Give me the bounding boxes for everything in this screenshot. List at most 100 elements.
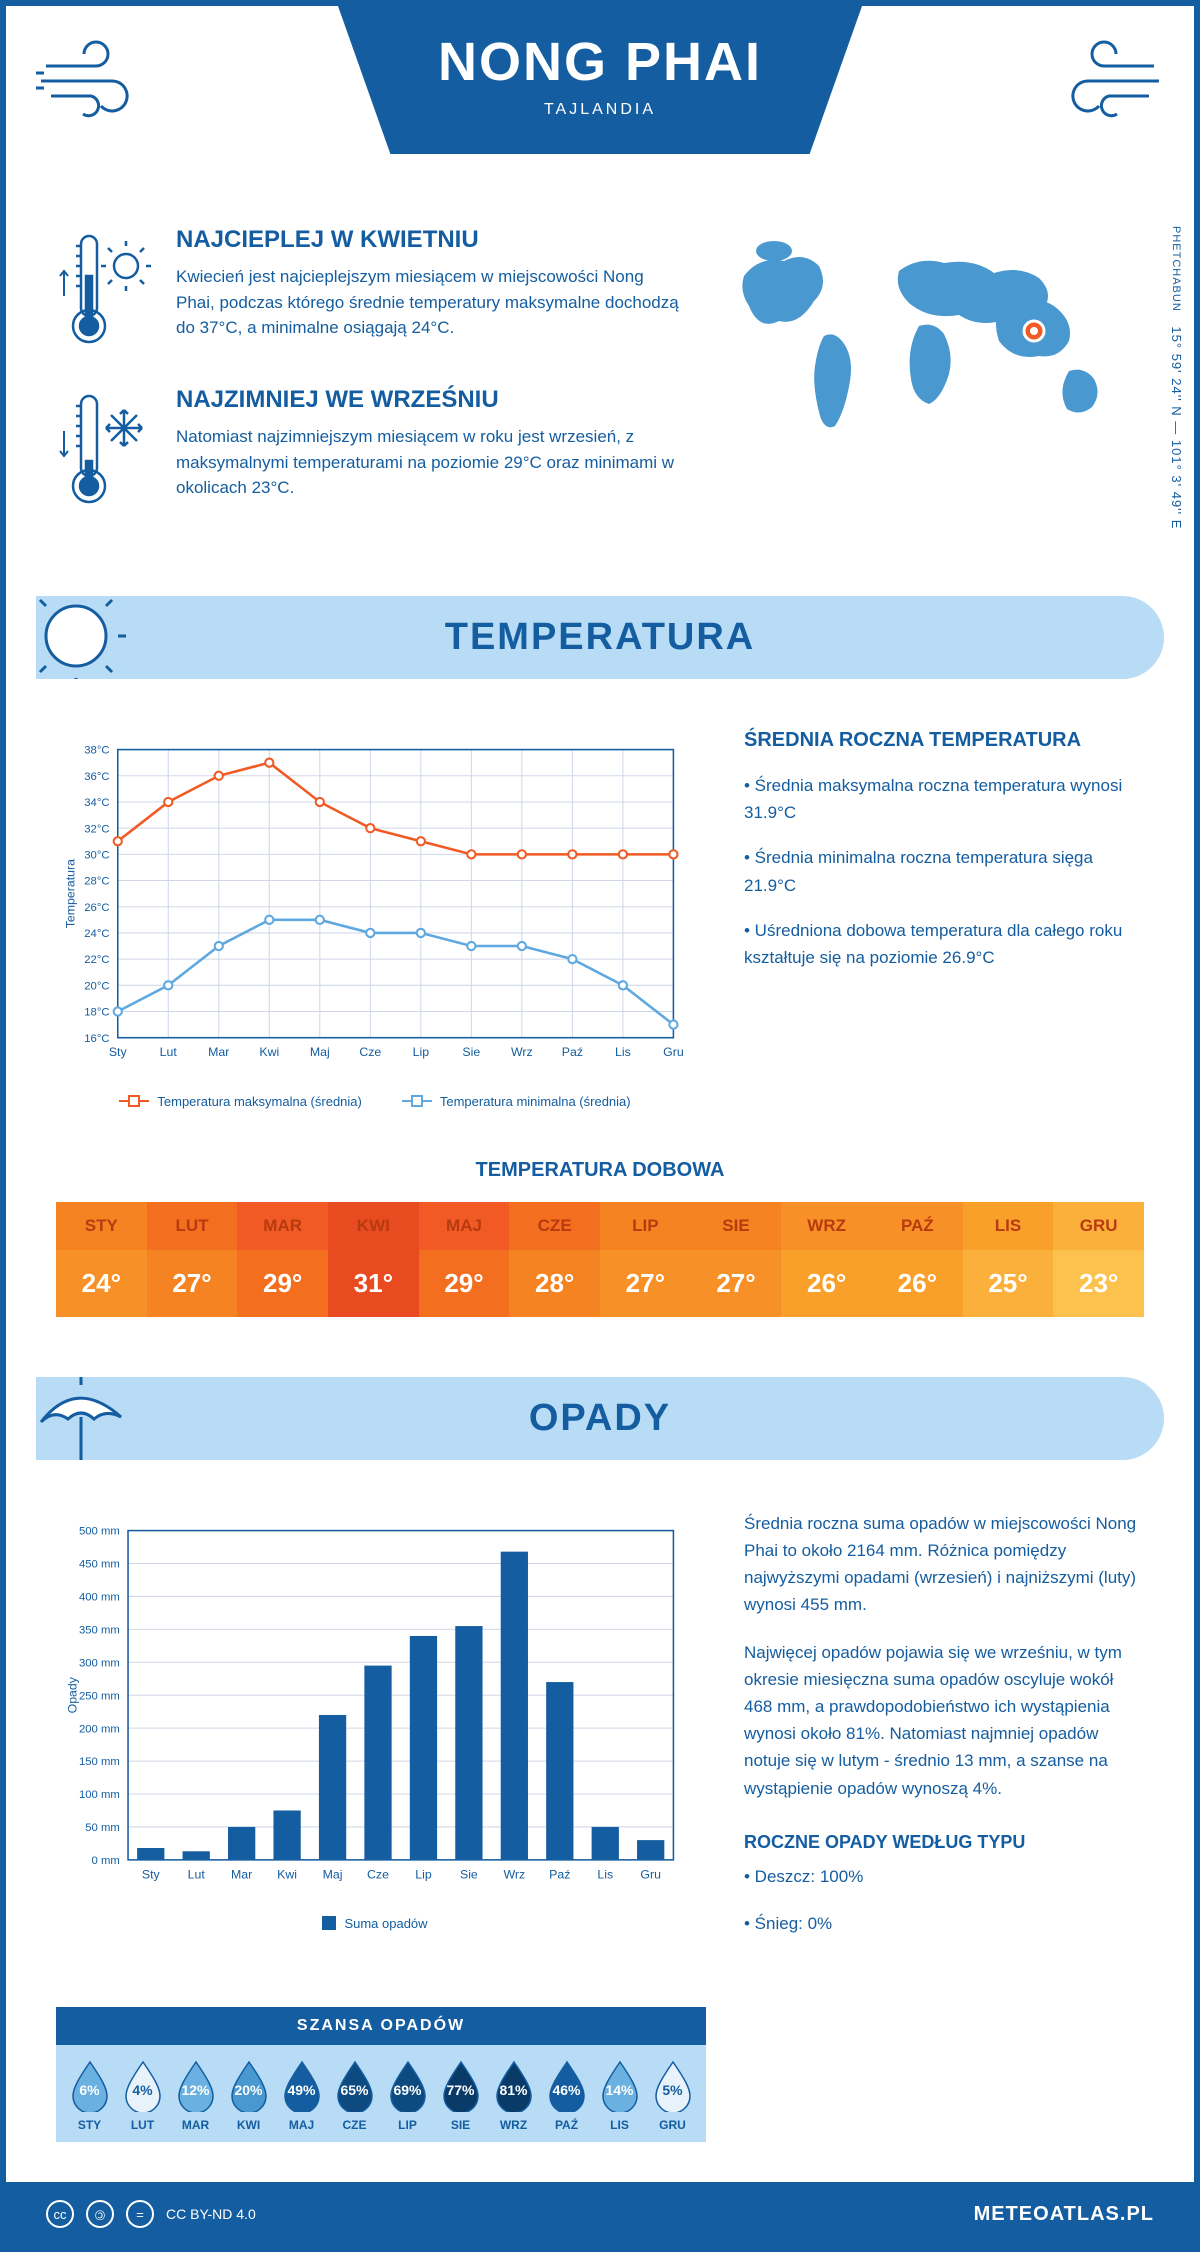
temp-value: 28°: [509, 1250, 600, 1317]
svg-text:300 mm: 300 mm: [79, 1657, 120, 1669]
svg-text:38°C: 38°C: [84, 745, 109, 757]
umbrella-icon: [36, 1377, 146, 1460]
daily-temperature-table: TEMPERATURA DOBOWA STYLUTMARKWIMAJCZELIP…: [6, 1149, 1194, 1367]
cc-icon: cc: [46, 2200, 74, 2228]
title-banner: NONG PHAI TAJLANDIA: [338, 6, 862, 154]
thermometer-cold-icon: [56, 386, 156, 516]
svg-text:Mar: Mar: [208, 1045, 229, 1059]
wind-icon: [36, 36, 156, 126]
svg-text:Opady: Opady: [66, 1676, 80, 1713]
temp-value: 27°: [600, 1250, 691, 1317]
page-title: NONG PHAI: [438, 31, 762, 93]
svg-text:500 mm: 500 mm: [79, 1526, 120, 1538]
svg-text:Maj: Maj: [310, 1045, 330, 1059]
chance-cell: 5% GRU: [647, 2060, 698, 2132]
stat-item: • Średnia minimalna roczna temperatura s…: [744, 844, 1144, 898]
chance-cell: 77% SIE: [435, 2060, 486, 2132]
svg-text:100 mm: 100 mm: [79, 1789, 120, 1801]
month-header: LIS: [963, 1202, 1054, 1250]
month-header: WRZ: [781, 1202, 872, 1250]
svg-text:Lut: Lut: [188, 1867, 206, 1881]
temp-value: 29°: [237, 1250, 328, 1317]
chance-cell: 49% MAJ: [276, 2060, 327, 2132]
wind-icon: [1044, 36, 1164, 126]
svg-text:50 mm: 50 mm: [85, 1822, 120, 1834]
svg-text:Gru: Gru: [640, 1867, 661, 1881]
page-subtitle: TAJLANDIA: [438, 101, 762, 119]
svg-text:18°C: 18°C: [84, 1007, 109, 1019]
svg-text:Lut: Lut: [160, 1045, 178, 1059]
svg-text:Sie: Sie: [462, 1045, 480, 1059]
precip-text: Średnia roczna suma opadów w miejscowośc…: [744, 1510, 1144, 1619]
warmest-text: Kwiecień jest najcieplejszym miesiącem w…: [176, 264, 684, 341]
header: NONG PHAI TAJLANDIA: [6, 6, 1194, 206]
svg-text:16°C: 16°C: [84, 1033, 109, 1045]
month-header: GRU: [1053, 1202, 1144, 1250]
by-type-item: • Śnieg: 0%: [744, 1910, 1144, 1937]
svg-text:Gru: Gru: [663, 1045, 684, 1059]
footer: cc 🄯 = CC BY-ND 4.0 METEOATLAS.PL: [6, 2182, 1194, 2246]
temperature-section-header: TEMPERATURA: [36, 596, 1164, 679]
svg-text:Lis: Lis: [615, 1045, 631, 1059]
svg-text:Wrz: Wrz: [504, 1867, 526, 1881]
coldest-text: Natomiast najzimniejszym miesiącem w rok…: [176, 424, 684, 501]
precip-text: Najwięcej opadów pojawia się we wrześniu…: [744, 1639, 1144, 1802]
precipitation-info: Średnia roczna suma opadów w miejscowośc…: [744, 1510, 1144, 1957]
chance-title: SZANSA OPADÓW: [56, 2007, 706, 2045]
month-header: CZE: [509, 1202, 600, 1250]
temp-value: 29°: [419, 1250, 510, 1317]
coldest-block: NAJZIMNIEJ WE WRZEŚNIU Natomiast najzimn…: [56, 386, 684, 516]
daily-title: TEMPERATURA DOBOWA: [56, 1159, 1144, 1182]
temp-value: 26°: [872, 1250, 963, 1317]
svg-text:400 mm: 400 mm: [79, 1591, 120, 1603]
svg-text:Wrz: Wrz: [511, 1045, 533, 1059]
world-map: PHETCHABUN 15° 59' 24'' N — 101° 3' 49''…: [724, 226, 1144, 546]
svg-text:150 mm: 150 mm: [79, 1756, 120, 1768]
svg-text:Kwi: Kwi: [259, 1045, 279, 1059]
temperature-line-chart: 16°C18°C20°C22°C24°C26°C28°C30°C32°C34°C…: [56, 729, 694, 1109]
svg-text:Lip: Lip: [413, 1045, 430, 1059]
temp-value: 24°: [56, 1250, 147, 1317]
chance-cell: 20% KWI: [223, 2060, 274, 2132]
month-header: LUT: [147, 1202, 238, 1250]
svg-text:Sie: Sie: [460, 1867, 478, 1881]
svg-text:Lis: Lis: [597, 1867, 613, 1881]
precipitation-section-header: OPADY: [36, 1377, 1164, 1460]
coordinates: PHETCHABUN 15° 59' 24'' N — 101° 3' 49''…: [1169, 226, 1184, 529]
stats-title: ŚREDNIA ROCZNA TEMPERATURA: [744, 729, 1144, 752]
stat-item: • Uśredniona dobowa temperatura dla całe…: [744, 917, 1144, 971]
nd-icon: =: [126, 2200, 154, 2228]
site-name: METEOATLAS.PL: [974, 2203, 1154, 2226]
chance-cell: 46% PAŹ: [541, 2060, 592, 2132]
chance-cell: 81% WRZ: [488, 2060, 539, 2132]
svg-text:Lip: Lip: [415, 1867, 432, 1881]
svg-text:Temperatura: Temperatura: [64, 859, 78, 928]
svg-text:30°C: 30°C: [84, 849, 109, 861]
svg-text:0 mm: 0 mm: [92, 1855, 120, 1867]
precipitation-title: OPADY: [529, 1397, 671, 1440]
warmest-title: NAJCIEPLEJ W KWIETNIU: [176, 226, 684, 254]
svg-text:Paź: Paź: [562, 1045, 583, 1059]
svg-text:Cze: Cze: [367, 1867, 389, 1881]
chance-cell: 14% LIS: [594, 2060, 645, 2132]
thermometer-hot-icon: [56, 226, 156, 356]
license-text: CC BY-ND 4.0: [166, 2206, 256, 2222]
svg-text:20°C: 20°C: [84, 980, 109, 992]
month-header: MAJ: [419, 1202, 510, 1250]
svg-text:28°C: 28°C: [84, 876, 109, 888]
temp-value: 23°: [1053, 1250, 1144, 1317]
svg-text:26°C: 26°C: [84, 902, 109, 914]
chance-cell: 6% STY: [64, 2060, 115, 2132]
legend-max: Temperatura maksymalna (średnia): [119, 1094, 361, 1109]
month-header: KWI: [328, 1202, 419, 1250]
stat-item: • Średnia maksymalna roczna temperatura …: [744, 772, 1144, 826]
by-type-item: • Deszcz: 100%: [744, 1863, 1144, 1890]
chance-cell: 69% LIP: [382, 2060, 433, 2132]
page-container: NONG PHAI TAJLANDIA: [0, 0, 1200, 2252]
temp-value: 25°: [963, 1250, 1054, 1317]
svg-text:250 mm: 250 mm: [79, 1690, 120, 1702]
svg-text:350 mm: 350 mm: [79, 1624, 120, 1636]
temp-value: 27°: [147, 1250, 238, 1317]
warmest-block: NAJCIEPLEJ W KWIETNIU Kwiecień jest najc…: [56, 226, 684, 356]
precipitation-chance-table: SZANSA OPADÓW 6% STY 4% LUT 12% MAR 20%: [56, 2007, 706, 2142]
